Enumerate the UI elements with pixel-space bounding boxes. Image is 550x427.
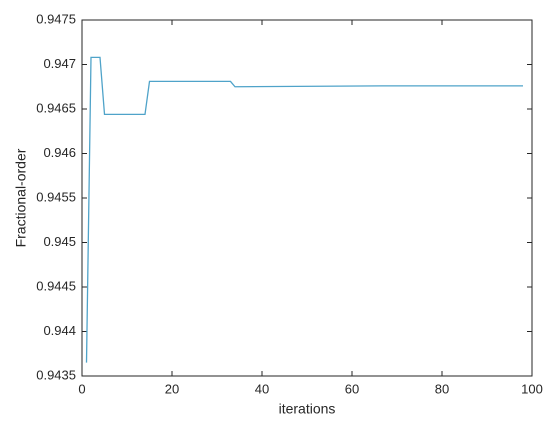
y-tick-label: 0.9435	[36, 367, 76, 382]
x-tick-label: 100	[521, 381, 543, 396]
y-tick-label: 0.9455	[36, 189, 76, 204]
plot-box	[81, 19, 533, 377]
data-line	[85, 56, 523, 363]
x-tick-label: 40	[255, 381, 269, 396]
x-tick-label: 60	[345, 381, 359, 396]
y-tick-label: 0.946	[43, 145, 76, 160]
x-tick-label: 20	[165, 381, 179, 396]
x-tick-label: 80	[435, 381, 449, 396]
y-tick-label: 0.9445	[36, 278, 76, 293]
y-tick-label: 0.9475	[36, 11, 76, 26]
y-tick-label: 0.9465	[36, 100, 76, 115]
x-tick-label: 0	[78, 381, 85, 396]
y-tick-label: 0.945	[43, 234, 76, 249]
y-axis-label: Fractional-order	[13, 148, 29, 247]
y-tick-label: 0.944	[43, 323, 76, 338]
y-tick-label: 0.947	[43, 56, 76, 71]
x-axis-label: iterations	[279, 401, 336, 417]
